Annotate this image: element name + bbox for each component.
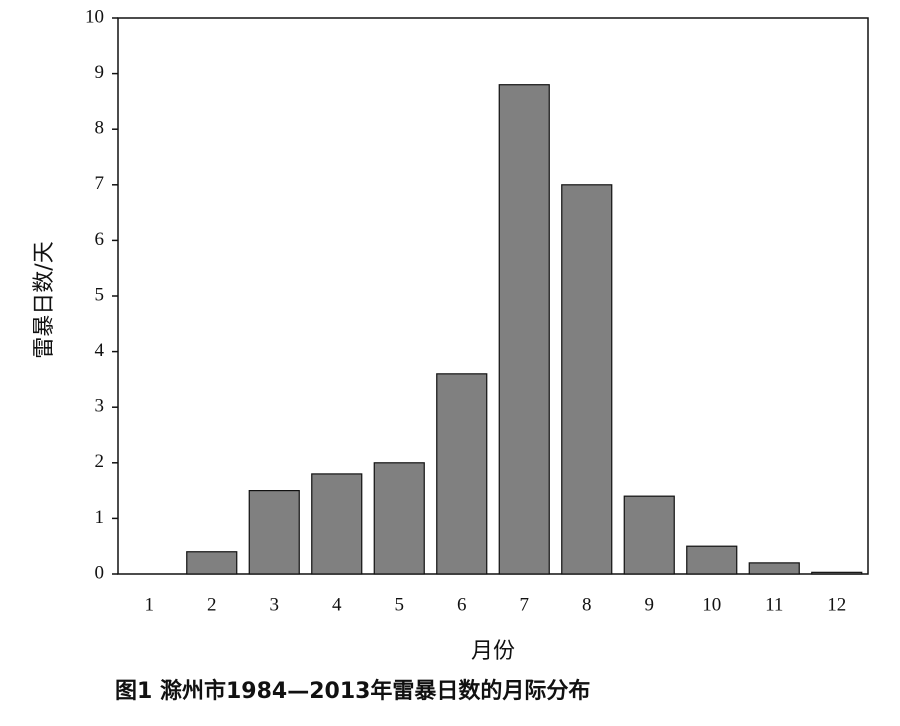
y-tick-label: 9 — [95, 62, 105, 83]
bar — [623, 495, 675, 575]
bar — [561, 184, 613, 575]
y-tick-label: 8 — [95, 118, 105, 139]
x-tick-label: 3 — [270, 594, 280, 615]
plot-frame — [117, 17, 869, 575]
bar — [748, 562, 800, 575]
bar — [811, 571, 863, 575]
x-tick-label: 6 — [457, 594, 467, 615]
x-tick-label: 9 — [645, 594, 655, 615]
y-tick-label: 0 — [95, 562, 105, 583]
x-tick-label: 11 — [765, 594, 783, 615]
bar — [498, 84, 550, 575]
x-tick-label: 8 — [582, 594, 592, 615]
bar — [186, 551, 238, 575]
y-tick-label: 5 — [95, 284, 105, 305]
y-axis-label: 雷暴日数/天 — [32, 241, 57, 358]
caption: 图1 滁州市1984—2013年雷暴日数的月际分布 — [115, 678, 590, 704]
bar — [686, 545, 738, 575]
y-tick-label: 2 — [95, 451, 105, 472]
y-tick-label: 7 — [95, 173, 105, 194]
y-tick-label: 3 — [95, 396, 105, 417]
x-tick-label: 7 — [520, 594, 530, 615]
x-axis-label: 月份 — [471, 639, 515, 664]
bar — [311, 473, 363, 575]
x-tick-label: 12 — [827, 594, 846, 615]
x-tick-label: 10 — [702, 594, 721, 615]
y-tick-label: 4 — [95, 340, 105, 361]
bar — [373, 462, 425, 575]
y-tick-label: 1 — [95, 507, 105, 528]
x-tick-label: 5 — [395, 594, 405, 615]
y-tick-label: 10 — [85, 6, 104, 27]
x-tick-label: 1 — [145, 594, 155, 615]
x-tick-label: 2 — [207, 594, 217, 615]
x-tick-label: 4 — [332, 594, 342, 615]
y-tick-label: 6 — [95, 229, 105, 250]
bar — [436, 373, 488, 575]
bar — [248, 490, 300, 575]
